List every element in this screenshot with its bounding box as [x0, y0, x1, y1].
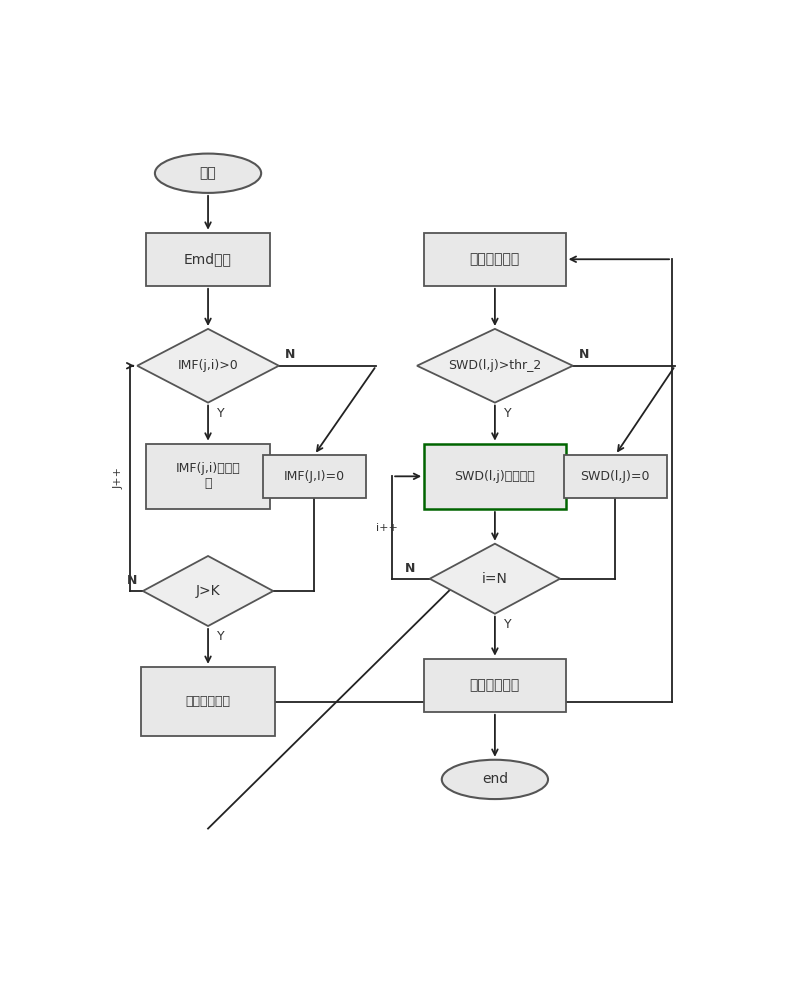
Text: IMF(j,i)阈值量
化: IMF(j,i)阈值量 化 — [175, 462, 241, 490]
FancyBboxPatch shape — [424, 444, 566, 509]
FancyBboxPatch shape — [424, 659, 566, 712]
Text: SWD(l,j)阈值量化: SWD(l,j)阈值量化 — [454, 470, 535, 483]
FancyBboxPatch shape — [146, 233, 270, 286]
Text: Y: Y — [504, 618, 512, 631]
Text: end: end — [482, 772, 508, 786]
Ellipse shape — [442, 760, 548, 799]
Text: N: N — [127, 574, 138, 587]
Text: N: N — [578, 348, 589, 361]
FancyBboxPatch shape — [564, 455, 667, 498]
Text: Y: Y — [504, 407, 512, 420]
Polygon shape — [138, 329, 279, 403]
Text: IMF(j,i)>0: IMF(j,i)>0 — [178, 359, 238, 372]
Text: i++: i++ — [376, 523, 399, 533]
Text: 平稳小波分解: 平稳小波分解 — [470, 252, 520, 266]
Polygon shape — [143, 556, 274, 626]
Text: J>K: J>K — [196, 584, 220, 598]
Text: IMF(J,I)=0: IMF(J,I)=0 — [284, 470, 345, 483]
Polygon shape — [417, 329, 573, 403]
FancyBboxPatch shape — [263, 455, 365, 498]
FancyBboxPatch shape — [424, 233, 566, 286]
Text: SWD(l,j)>thr_2: SWD(l,j)>thr_2 — [448, 359, 542, 372]
Text: N: N — [405, 562, 415, 575]
Text: Y: Y — [217, 630, 225, 643]
Text: 平稳小波重构: 平稳小波重构 — [470, 678, 520, 692]
Text: 一级信号重构: 一级信号重构 — [185, 695, 230, 708]
Text: 开始: 开始 — [200, 166, 216, 180]
Text: SWD(l,J)=0: SWD(l,J)=0 — [581, 470, 650, 483]
Text: Emd分解: Emd分解 — [184, 252, 232, 266]
Text: Y: Y — [217, 407, 225, 420]
FancyBboxPatch shape — [146, 444, 270, 509]
Polygon shape — [430, 544, 560, 614]
Ellipse shape — [155, 154, 261, 193]
FancyBboxPatch shape — [141, 667, 275, 736]
Text: J++: J++ — [114, 467, 124, 489]
Text: N: N — [285, 348, 295, 361]
Text: i=N: i=N — [482, 572, 508, 586]
